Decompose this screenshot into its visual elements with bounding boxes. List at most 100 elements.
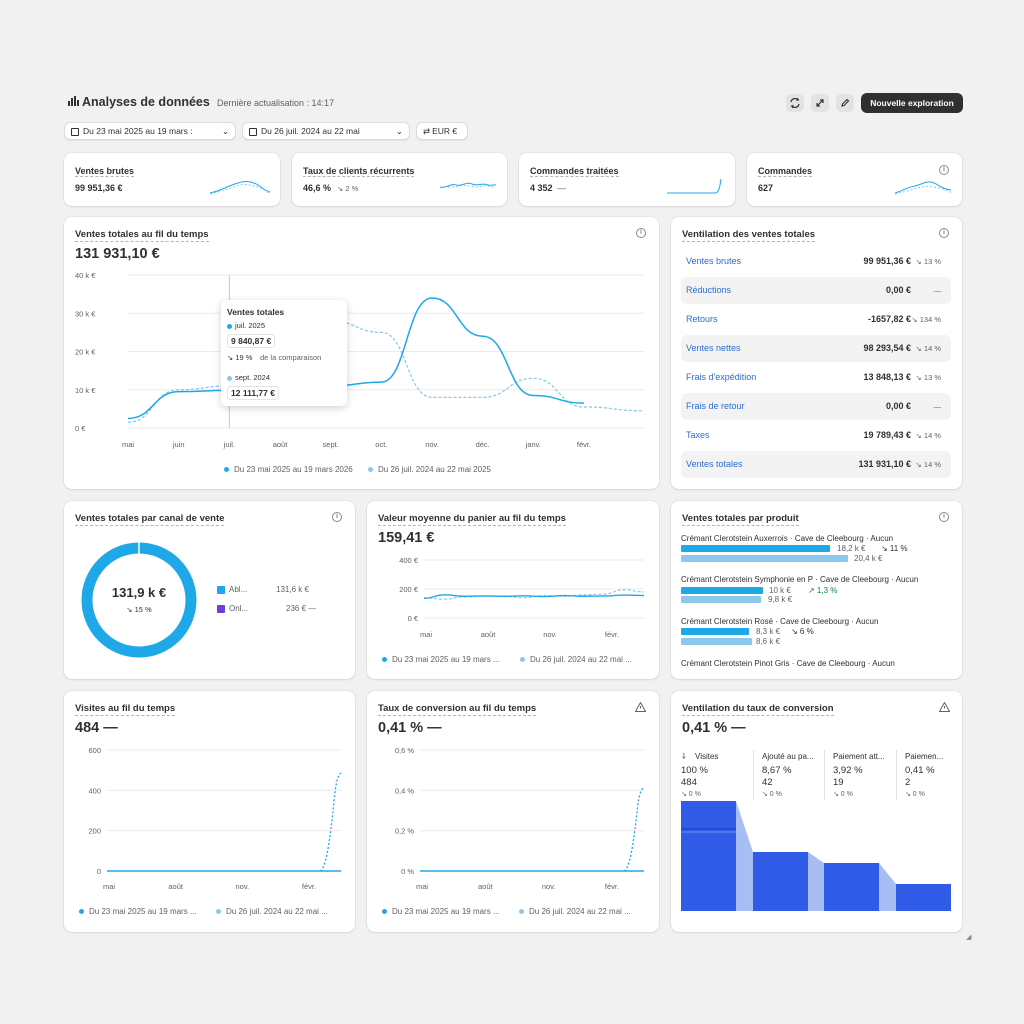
primary-dot (224, 467, 229, 473)
donut-segment-abl[interactable] (81, 542, 197, 658)
legend-compare[interactable]: Du 26 juil. 2024 au 22 mai 2025 (368, 465, 491, 474)
funnel-step[interactable]: Ajouté au pa... 8,67 % 42 ↘ 0 % (753, 750, 823, 800)
legend-primary[interactable]: Du 23 mai 2025 au 19 mars 2026 (224, 465, 353, 474)
kpi-card-gross-sales[interactable]: Ventes brutes 99 951,36 € (64, 153, 280, 206)
breakdown-row[interactable]: Ventes brutes 99 951,36 € ↘ 13 % (681, 248, 951, 275)
info-icon[interactable]: i (332, 512, 342, 522)
funnel-bar[interactable] (896, 884, 951, 911)
fullscreen-button[interactable] (811, 94, 829, 112)
kpi-card-orders[interactable]: Commandes 627 i (747, 153, 962, 206)
series-line-compare[interactable] (127, 320, 645, 423)
warning-icon[interactable] (939, 702, 950, 712)
funnel-bar[interactable] (753, 852, 808, 911)
breakdown-row[interactable]: Réductions 0,00 € — (681, 277, 951, 304)
sales-line-chart[interactable]: 40 k € 30 k € 20 k € 10 k € 0 € mai juin juil. a… (64, 267, 659, 452)
breakdown-row-value: 131 931,10 € (858, 459, 911, 469)
y-tick-label: 10 k € (75, 386, 96, 395)
series-line-compare[interactable] (423, 589, 645, 600)
breakdown-row-label[interactable]: Frais de retour (686, 401, 745, 411)
info-icon[interactable]: i (636, 228, 646, 238)
x-tick-label: mai (103, 882, 115, 891)
funnel-step-pct: 100 % (681, 765, 708, 776)
channel-legend-label[interactable]: Onl... (229, 604, 249, 613)
breakdown-row-label[interactable]: Réductions (686, 285, 732, 295)
funnel-step[interactable]: Paiement att... 3,92 % 19 ↘ 0 % (824, 750, 894, 800)
breakdown-row-label[interactable]: Taxes (686, 430, 710, 440)
legend-compare[interactable]: Du 26 juil. 2024 au 22 mai ... (520, 655, 632, 664)
refresh-icon (790, 97, 800, 109)
x-tick-label: août (273, 440, 289, 449)
warning-icon[interactable] (635, 702, 646, 712)
chart-tooltip: Ventes totales juil. 2025 9 840,87 € ↘ 1… (221, 300, 347, 406)
new-exploration-button[interactable]: Nouvelle exploration (861, 93, 963, 113)
product-bar-compare[interactable] (681, 596, 761, 603)
series-line-partial[interactable] (319, 772, 342, 872)
funnel-chart[interactable] (681, 801, 951, 921)
breakdown-row-label[interactable]: Ventes brutes (686, 256, 742, 266)
breakdown-row-label[interactable]: Frais d'expédition (686, 372, 757, 382)
series-line-primary[interactable] (423, 594, 645, 600)
kpi-card-fulfilled-orders[interactable]: Commandes traitées 4 352 — (519, 153, 735, 206)
info-icon[interactable]: i (939, 228, 949, 238)
funnel-bar[interactable] (824, 863, 879, 911)
x-tick-label: nov. (542, 882, 556, 891)
info-icon[interactable]: i (939, 165, 949, 175)
product-bar-primary[interactable] (681, 545, 830, 552)
breakdown-row[interactable]: Retours -1657,82 € ↘ 134 % (681, 306, 951, 333)
legend-primary[interactable]: Du 23 mai 2025 au 19 mars ... (79, 907, 197, 916)
info-icon[interactable]: i (939, 512, 949, 522)
breakdown-row[interactable]: Taxes 19 789,43 € ↘ 14 % (681, 422, 951, 449)
channel-donut-chart[interactable] (80, 541, 198, 659)
channel-legend-label[interactable]: Abl... (229, 585, 248, 594)
breakdown-row[interactable]: Frais d'expédition 13 848,13 € ↘ 13 % (681, 364, 951, 391)
refresh-button[interactable] (786, 94, 804, 112)
legend-compare-label: Du 26 juil. 2024 au 22 mai ... (529, 907, 631, 916)
breakdown-row[interactable]: Frais de retour 0,00 € — (681, 393, 951, 420)
kpi-sparkline (440, 182, 496, 189)
total-value: 131 931,10 € (75, 246, 160, 262)
product-bar-primary[interactable] (681, 628, 749, 635)
y-tick-label: 200 € (399, 585, 419, 594)
legend-primary[interactable]: Du 23 mai 2025 au 19 mars ... (382, 655, 500, 664)
edit-button[interactable] (836, 94, 854, 112)
series-line-partial[interactable] (623, 786, 645, 872)
product-bar-primary[interactable] (681, 587, 763, 594)
funnel-step[interactable]: Paiemen... 0,41 % 2 ↘ 0 % (896, 750, 966, 800)
calendar-compare-icon (249, 127, 257, 136)
date-range-picker[interactable]: Du 23 mai 2025 au 19 mars : ⌄ (64, 122, 236, 140)
kpi-card-returning-rate[interactable]: Taux de clients récurrents 46,6 % ↘ 2 % (292, 153, 507, 206)
currency-picker[interactable]: ⇄ EUR € (416, 122, 468, 140)
legend-compare[interactable]: Du 26 juil. 2024 au 22 mai ... (216, 907, 328, 916)
product-bar-compare[interactable] (681, 638, 752, 645)
kpi-value: 99 951,36 € (75, 183, 123, 193)
page-title: Analyses de données (82, 95, 210, 109)
breakdown-row-label[interactable]: Ventes totales (686, 459, 743, 469)
breakdown-row[interactable]: Ventes nettes 98 293,54 € ↘ 14 % (681, 335, 951, 362)
breakdown-row-value: 98 293,54 € (863, 343, 911, 353)
conversion-line-chart[interactable]: 0,6 % 0,4 % 0,2 % 0 %mai août nov. févr. (367, 741, 659, 893)
funnel-bar[interactable] (681, 801, 736, 911)
legend-compare[interactable]: Du 26 juil. 2024 au 22 mai ... (519, 907, 631, 916)
primary-dot (79, 909, 84, 915)
product-bar-compare[interactable] (681, 555, 848, 562)
donut-center-value: 131,9 k € (111, 585, 167, 600)
product-value-primary: 8,3 k € (756, 627, 781, 636)
x-tick-label: juin (172, 440, 185, 449)
conversion-breakdown-card: Ventilation du taux de conversion 0,41 %… (671, 691, 962, 932)
aov-line-chart[interactable]: 400 € 200 € 0 €mai août nov. févr. (367, 551, 659, 643)
sales-by-channel-card: Ventes totales par canal de vente i 131,… (64, 501, 355, 679)
funnel-dropoff (879, 863, 896, 911)
resize-handle-icon[interactable]: ◢ (966, 934, 972, 941)
legend-primary[interactable]: Du 23 mai 2025 au 19 mars ... (382, 907, 500, 916)
tooltip-change: ↘ 19 % (227, 353, 253, 362)
analytics-icon (68, 96, 79, 106)
breakdown-row-label[interactable]: Retours (686, 314, 718, 324)
compare-range-picker[interactable]: Du 26 juil. 2024 au 22 mai ⌄ (242, 122, 410, 140)
breakdown-row-label[interactable]: Ventes nettes (686, 343, 741, 353)
breakdown-row-change: — (933, 286, 942, 295)
breakdown-row[interactable]: Ventes totales 131 931,10 € ↘ 14 % (681, 451, 951, 478)
series-line-primary[interactable] (127, 297, 585, 420)
funnel-step[interactable]: Visites ⸸ 100 % 484 ↘ 0 % (681, 750, 751, 800)
card-title: Ventilation du taux de conversion (682, 703, 834, 716)
